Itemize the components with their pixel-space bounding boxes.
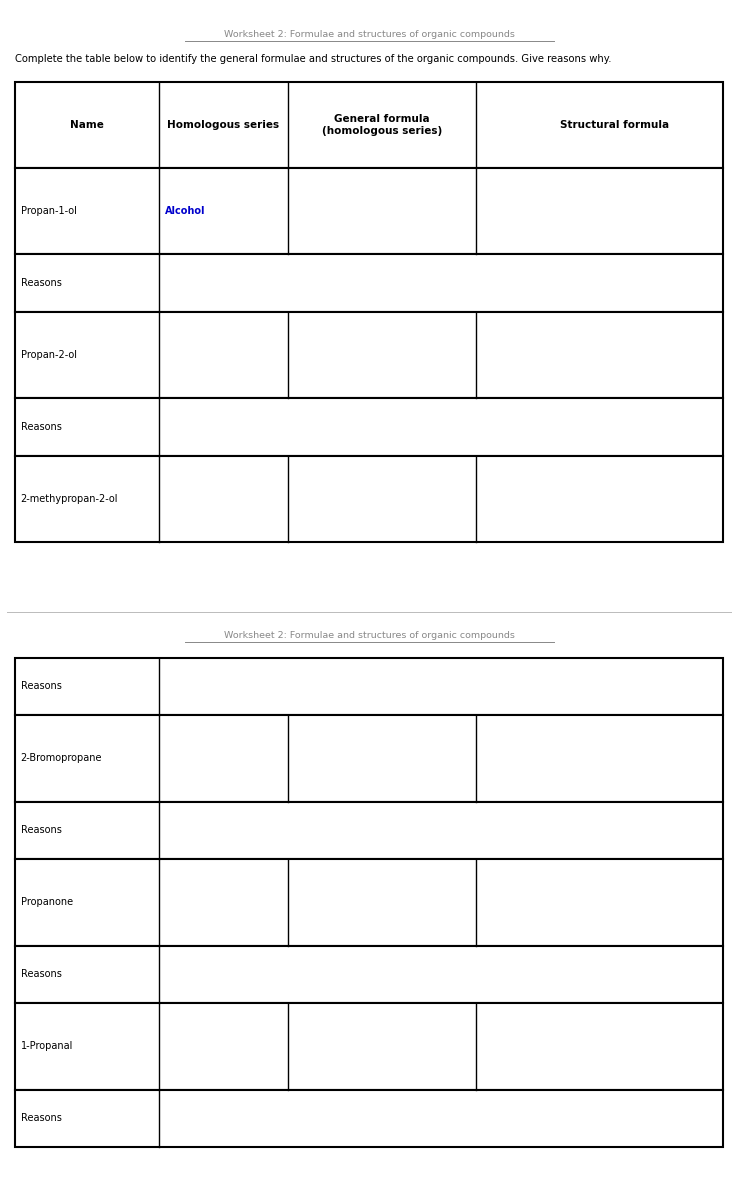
Bar: [15, 859, 723, 946]
Text: Reasons: Reasons: [21, 970, 61, 979]
Text: Worksheet 2: Formulae and structures of organic compounds: Worksheet 2: Formulae and structures of …: [224, 631, 514, 641]
Bar: [15, 658, 723, 715]
Bar: [15, 254, 723, 312]
Text: General formula
(homologous series): General formula (homologous series): [322, 114, 442, 136]
Text: Propan-1-ol: Propan-1-ol: [21, 206, 77, 216]
Bar: [15, 715, 723, 802]
Text: Complete the table below to identify the general formulae and structures of the : Complete the table below to identify the…: [15, 54, 611, 64]
Text: Homologous series: Homologous series: [168, 120, 279, 130]
Bar: [15, 946, 723, 1003]
Bar: [15, 82, 723, 168]
Text: Propan-2-ol: Propan-2-ol: [21, 350, 77, 360]
Text: Structural formula: Structural formula: [560, 120, 669, 130]
Text: Alcohol: Alcohol: [165, 206, 205, 216]
Bar: [15, 168, 723, 254]
Text: Reasons: Reasons: [21, 682, 61, 691]
Bar: [15, 398, 723, 456]
Text: 2-Bromopropane: 2-Bromopropane: [21, 754, 102, 763]
Text: Name: Name: [70, 120, 103, 130]
Bar: [15, 456, 723, 542]
Text: Reasons: Reasons: [21, 422, 61, 432]
Bar: [15, 1090, 723, 1147]
Text: 2-methypropan-2-ol: 2-methypropan-2-ol: [21, 494, 118, 504]
Bar: [15, 1003, 723, 1090]
Text: Reasons: Reasons: [21, 826, 61, 835]
Bar: [15, 802, 723, 859]
Text: Propanone: Propanone: [21, 898, 73, 907]
Bar: [15, 312, 723, 398]
Text: 1-Propanal: 1-Propanal: [21, 1042, 73, 1051]
Text: Reasons: Reasons: [21, 278, 61, 288]
Text: Reasons: Reasons: [21, 1114, 61, 1123]
Text: Worksheet 2: Formulae and structures of organic compounds: Worksheet 2: Formulae and structures of …: [224, 30, 514, 38]
